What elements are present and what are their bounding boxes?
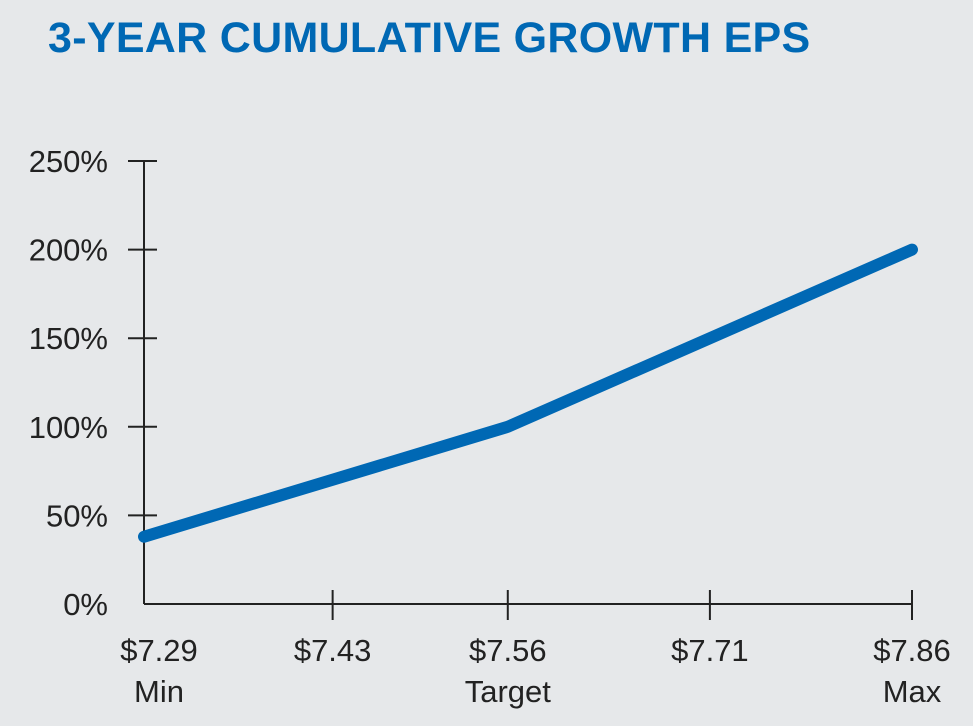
x-tick-label: $7.86 [873,633,951,668]
x-tick-sublabel: Max [883,674,942,709]
x-tick-label: $7.56 [469,633,547,668]
chart-title: 3-YEAR CUMULATIVE GROWTH EPS [48,14,811,62]
y-tick-label: 150% [29,321,108,356]
y-tick-label: 100% [29,410,108,445]
x-tick-label: $7.43 [294,633,372,668]
series-line [138,243,918,543]
x-tick-label: $7.29 [120,633,198,668]
y-tick-label: 50% [46,498,108,533]
y-tick-label: 200% [29,233,108,268]
y-tick-label: 250% [29,144,108,179]
x-tick-label: $7.71 [671,633,749,668]
x-tick-sublabel: Min [134,674,184,709]
y-tick-label: 0% [63,587,108,622]
x-tick-sublabel: Target [465,674,552,709]
